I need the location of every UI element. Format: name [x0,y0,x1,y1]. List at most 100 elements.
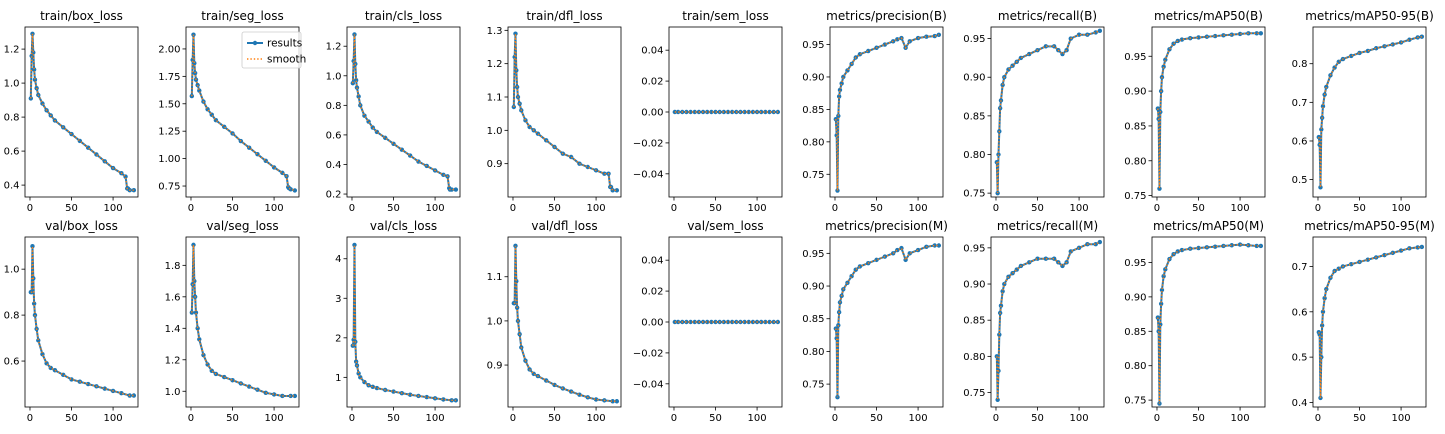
results-point [767,109,772,115]
y-tick-label: 1.8 [165,261,181,272]
results-point [1254,31,1259,36]
subplot-17: metrics/mAP50-95(M) 0 50 100 0.4 0.5 0.6 0.7 [1292,219,1435,424]
y-tick-label: 0.80 [1124,361,1146,372]
y-tick-label: 0.8 [326,101,342,112]
subplot-title: metrics/recall(B) [998,9,1097,23]
results-point [119,391,124,396]
x-tick-label: 0 [27,413,33,424]
y-tick-label: 0.80 [802,137,824,148]
legend-box [241,31,302,69]
y-tick-label: 0.80 [963,150,985,161]
results-point [721,109,727,115]
results-point [1365,48,1371,54]
subplot-1: train/seg_loss 0 50 100 0.75 1.00 1.25 1.50 1.75… [158,9,306,214]
results-point [189,93,195,99]
results-point [1000,82,1005,88]
results-point [1175,38,1180,44]
subplot-12: val/dfl_loss 0 50 100 0.9 1.0 1.1 [487,219,622,424]
results-point [729,109,735,115]
results-point [895,247,900,253]
y-tick-label: 0.8 [1292,59,1308,70]
results-point [684,319,689,325]
y-tick-label: 1.1 [487,93,503,104]
y-tick-label: 0.6 [4,357,20,368]
results-point [568,154,574,160]
results-point [997,332,1002,337]
results-point [836,113,841,119]
x-tick-label: 0 [832,203,838,214]
results-point [292,188,298,193]
subplot-title: val/box_loss [45,219,118,233]
legend-results-label: results [267,38,302,50]
y-tick-label: 1.25 [158,127,180,138]
results-point [1157,186,1162,191]
axes-frame [507,236,622,408]
results-point [675,319,681,325]
results-point [193,310,199,315]
y-tick-label: 0.95 [1124,52,1146,63]
x-tick-label: 50 [226,413,239,424]
y-tick-label: 0.8 [4,311,20,322]
results-point [713,109,718,115]
results-point [1373,46,1379,51]
axes-frame [829,26,944,198]
results-point [1322,296,1327,301]
results-point [675,109,681,115]
axes-frame [829,236,944,408]
x-tick-label: 100 [1231,413,1250,424]
x-tick-label: 0 [993,203,999,214]
results-point [742,319,747,325]
subplot-title: val/seg_loss [206,219,278,233]
x-tick-label: 0 [188,203,194,214]
smooth-line [1157,243,1261,404]
x-tick-label: 0 [510,203,516,214]
subplot-3: train/dfl_loss 0 50 100 0.9 1.0 1.1 1.2 1.3 [487,9,622,214]
results-line [30,245,134,397]
x-tick-label: 50 [709,203,722,214]
results-point [513,31,518,36]
results-point [374,385,380,391]
y-tick-label: 1.1 [487,272,503,283]
y-tick-label: 2 [335,333,341,344]
results-point [932,33,937,39]
results-point [1167,47,1172,52]
results-point [69,377,74,382]
subplot-title: metrics/precision(B) [826,9,947,23]
subplot-title: train/seg_loss [201,9,283,23]
results-point [1324,286,1329,292]
results-point [1237,31,1243,37]
results-point [742,109,747,115]
results-point [280,393,285,399]
y-tick-label: 0.02 [641,287,663,298]
results-point [36,338,41,343]
results-point [30,243,35,249]
x-tick-label: 0 [1315,413,1321,424]
results-point [721,319,727,325]
smooth-line [1318,246,1422,398]
y-tick-label: 1.00 [158,154,180,165]
results-point [614,188,620,193]
results-line [1317,35,1423,189]
results-point [1382,252,1387,258]
results-point [1320,309,1326,314]
axes-frame [185,26,300,198]
results-point [996,152,1001,157]
results-point [1246,243,1251,248]
x-tick-label: 50 [548,413,561,424]
subplot-4: train/sem_loss 0 50 100 −0.04 −0.02 0.00 0.02 0.… [633,9,783,214]
y-tick-label: 0.00 [641,108,663,119]
x-tick-label: 100 [426,413,445,424]
x-tick-label: 100 [587,203,606,214]
x-tick-label: 0 [1154,203,1160,214]
results-point [1349,262,1354,267]
y-tick-label: 1.0 [4,79,20,90]
y-tick-label: 0.4 [4,181,20,192]
results-point [835,188,840,193]
subplot-title: train/box_loss [40,9,123,23]
y-tick-label: 0.95 [802,249,824,260]
y-tick-label: 0.04 [641,46,663,57]
x-tick-label: 100 [265,203,284,214]
subplot-11: val/cls_loss 0 50 100 1 2 3 4 [335,219,461,424]
subplot-title: train/sem_loss [682,9,768,23]
results-point [28,96,34,101]
